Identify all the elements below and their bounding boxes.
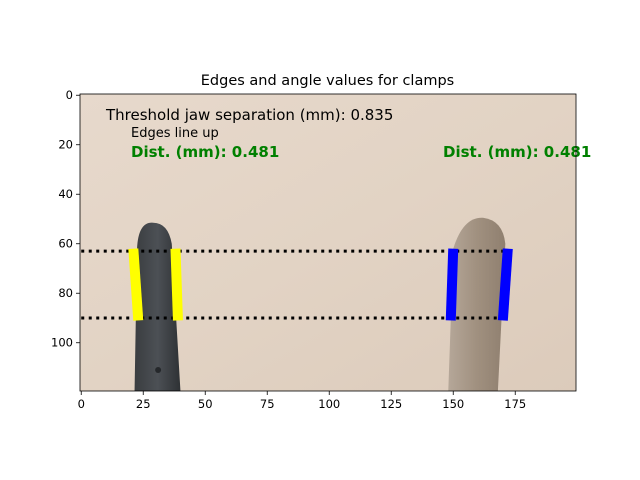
edges-line-up-annotation: Edges line up	[131, 126, 219, 141]
edge-segments	[128, 248, 513, 321]
edge-segment-3	[445, 248, 459, 321]
clamp-rivet	[155, 366, 162, 373]
x-axis: 0 25 50 75 100 125 150 175	[78, 391, 526, 411]
x-tick-label: 175	[504, 397, 526, 411]
threshold-annotation: Threshold jaw separation (mm): 0.835	[105, 106, 393, 124]
y-axis: 0 20 40 60 80 100	[51, 88, 80, 350]
left-distance-label: Dist. (mm): 0.481	[131, 143, 279, 161]
edge-segment-4	[497, 248, 513, 321]
x-tick-label: 100	[318, 397, 340, 411]
x-tick-label: 50	[198, 397, 213, 411]
y-tick-label: 0	[66, 88, 73, 102]
x-tick-label: 125	[380, 397, 402, 411]
edge-segment-1	[128, 248, 144, 321]
image-area	[80, 94, 576, 391]
y-tick-label: 80	[58, 286, 73, 300]
left-clamp-jaw	[134, 222, 181, 391]
x-tick-label: 0	[78, 397, 85, 411]
x-tick-label: 75	[260, 397, 275, 411]
y-tick-label: 100	[51, 336, 73, 350]
chart-title: Edges and angle values for clamps	[201, 73, 454, 89]
axes-frame	[79, 93, 577, 392]
x-tick-label: 25	[136, 397, 151, 411]
y-tick-label: 20	[58, 138, 73, 152]
reference-lines	[81, 249, 503, 320]
y-tick-label: 60	[58, 237, 73, 251]
edge-segment-2	[170, 248, 183, 321]
right-distance-label: Dist. (mm): 0.481	[443, 143, 591, 161]
y-tick-label: 40	[58, 187, 73, 201]
x-tick-label: 150	[442, 397, 464, 411]
right-clamp-jaw	[448, 217, 506, 391]
